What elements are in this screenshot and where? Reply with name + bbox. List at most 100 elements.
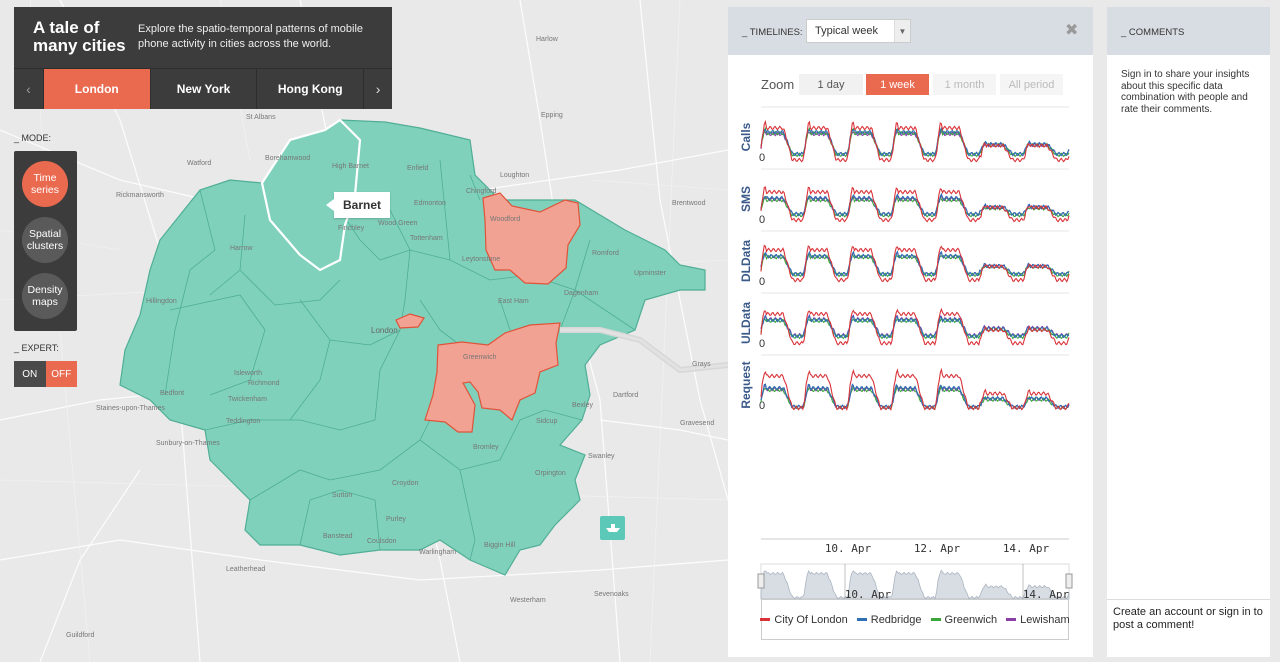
zoom-1-week-button[interactable]: 1 week: [866, 74, 929, 95]
map-hover-label: Barnet: [326, 192, 390, 218]
panel-y-tick: 0: [759, 338, 765, 350]
place-label: Enfield: [407, 165, 429, 172]
place-label: Tottenham: [410, 235, 443, 242]
legend-swatch: [856, 618, 867, 621]
redbridge-area[interactable]: [482, 192, 581, 285]
comments-header: _ COMMENTS: [1107, 7, 1270, 55]
place-label: Isleworth: [234, 370, 263, 377]
tab-london[interactable]: London: [42, 69, 150, 109]
comments-prompt: Sign in to share your insights about thi…: [1121, 69, 1250, 115]
comments-signin-link[interactable]: Create an account or sign in to post a c…: [1107, 599, 1270, 657]
place-label: Sutton: [332, 492, 353, 499]
title-panel: A tale of many cities Explore the spatio…: [14, 7, 392, 109]
timeline-select[interactable]: Typical week ▼: [806, 19, 911, 43]
place-label: Grays: [692, 361, 711, 368]
chevron-left-icon[interactable]: ‹: [26, 81, 31, 97]
zoom-label: Zoom: [761, 77, 795, 92]
place-label: Loughton: [500, 172, 530, 179]
ship-glyph: [605, 524, 620, 532]
mode-label: _ MODE:: [14, 133, 52, 143]
tab-new-york[interactable]: New York: [149, 69, 257, 109]
city-tabs: ‹ London New York Hong Kong ›: [14, 68, 392, 109]
place-label: St Albans: [246, 114, 276, 121]
mode-density-maps-button[interactable]: Density maps: [22, 273, 68, 319]
navigator-area: [760, 569, 1070, 600]
comments-label: _ COMMENTS: [1121, 27, 1185, 38]
panel-axis-label: DLData: [739, 240, 753, 282]
panel-y-tick: 0: [759, 152, 765, 164]
legend-item[interactable]: City Of London: [760, 614, 848, 626]
navigator-handle-right: [1065, 573, 1073, 589]
place-label: Watford: [187, 160, 212, 167]
expert-label: _ EXPERT:: [14, 343, 59, 353]
mode-time-series-button[interactable]: Time series: [22, 161, 68, 207]
place-label: Wood Green: [378, 220, 418, 227]
london-boundary: [119, 119, 706, 576]
place-label: Chingford: [466, 188, 497, 195]
timeline-charts[interactable]: Calls 0 SMS 0 DLData 0 ULData 0 Request 0 10. Apr 1…: [728, 102, 1093, 602]
panel-axis-label: Request: [739, 361, 753, 408]
place-label: London: [371, 326, 398, 335]
legend-label: Greenwich: [944, 613, 998, 626]
legend-item[interactable]: Redbridge: [856, 613, 922, 626]
navigator-tick-label: 10. Apr: [845, 588, 892, 601]
place-label: Bexley: [572, 402, 594, 409]
legend-label: Redbridge: [870, 613, 922, 626]
place-label: Bedfont: [160, 390, 185, 397]
greenwich-lewisham-area[interactable]: [424, 322, 561, 433]
series-line: [760, 252, 1070, 278]
navigator-tick-label: 14. Apr: [1023, 588, 1070, 601]
mode-panel: Time series Spatial clusters Density map…: [14, 151, 77, 331]
zoom-1-month-button[interactable]: 1 month: [933, 74, 996, 95]
series-line: [760, 127, 1070, 157]
place-label: Richmond: [248, 380, 280, 387]
close-icon[interactable]: ✖: [1065, 22, 1079, 39]
legend-label: Lewisham: [1020, 613, 1070, 626]
place-label: Twickenham: [228, 396, 267, 403]
place-label: Coulsdon: [367, 538, 397, 545]
panel-y-tick: 0: [759, 400, 765, 412]
app-subtitle: Explore the spatio-temporal patterns of …: [138, 23, 364, 50]
ship-icon[interactable]: [600, 516, 625, 540]
place-label: Harrow: [230, 245, 253, 252]
place-label: Leatherhead: [226, 566, 266, 573]
app-title: A tale of many cities: [33, 18, 126, 55]
place-label: Borehamwood: [265, 155, 311, 162]
place-label: Westerham: [510, 597, 546, 604]
chart-legend: City Of London Redbridge Greenwich Lewis…: [760, 599, 1070, 640]
place-label: Dartford: [613, 392, 639, 399]
place-label: Romford: [592, 250, 619, 257]
place-label: Swanley: [588, 453, 615, 460]
x-tick-label: 10. Apr: [825, 542, 872, 555]
timeline-select-value: Typical week: [815, 25, 878, 37]
chevron-right-icon[interactable]: ›: [363, 69, 392, 109]
series-line: [760, 250, 1070, 277]
place-label: Hillingdon: [146, 298, 177, 305]
place-label: Greenwich: [463, 354, 497, 361]
zoom-all-period-button[interactable]: All period: [1000, 74, 1063, 95]
series-line: [760, 383, 1070, 410]
expert-off-button[interactable]: OFF: [45, 361, 77, 387]
place-label: Banstead: [323, 533, 353, 540]
place-label: Epping: [541, 112, 563, 119]
place-label: Purley: [386, 516, 406, 523]
place-label: Rickmansworth: [116, 192, 164, 199]
place-label: Sunbury-on-Thames: [156, 440, 220, 447]
zoom-1-day-button[interactable]: 1 day: [799, 74, 863, 95]
city-of-london-area[interactable]: [395, 313, 425, 329]
tab-hong-kong[interactable]: Hong Kong: [256, 69, 363, 109]
expert-toggle[interactable]: ON OFF: [14, 361, 77, 387]
place-label: Bromley: [473, 444, 499, 451]
expert-on-button[interactable]: ON: [14, 361, 46, 387]
legend-item[interactable]: Lewisham: [1006, 614, 1070, 626]
place-label: Gravesend: [680, 420, 715, 427]
place-label: Brentwood: [672, 200, 706, 207]
legend-item[interactable]: Greenwich: [930, 613, 998, 626]
series-line: [760, 367, 1070, 411]
mode-spatial-clusters-button[interactable]: Spatial clusters: [22, 217, 68, 263]
chevron-down-icon: ▼: [894, 20, 910, 42]
timelines-label: _ TIMELINES:: [742, 27, 803, 38]
place-label: Croydon: [392, 480, 419, 487]
panel-axis-label: SMS: [739, 186, 753, 212]
place-label: Sidcup: [536, 418, 558, 425]
